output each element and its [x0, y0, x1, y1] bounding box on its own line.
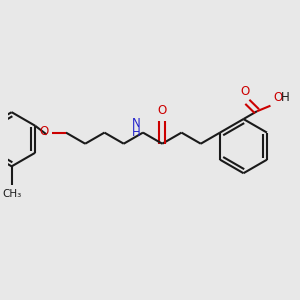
Text: CH₃: CH₃ [2, 189, 21, 199]
Text: N: N [132, 117, 141, 130]
Text: O: O [39, 125, 49, 138]
Text: O: O [158, 103, 167, 117]
Text: O: O [241, 85, 250, 98]
Text: H: H [281, 91, 290, 104]
Text: H: H [132, 126, 141, 140]
Text: O: O [273, 91, 283, 104]
